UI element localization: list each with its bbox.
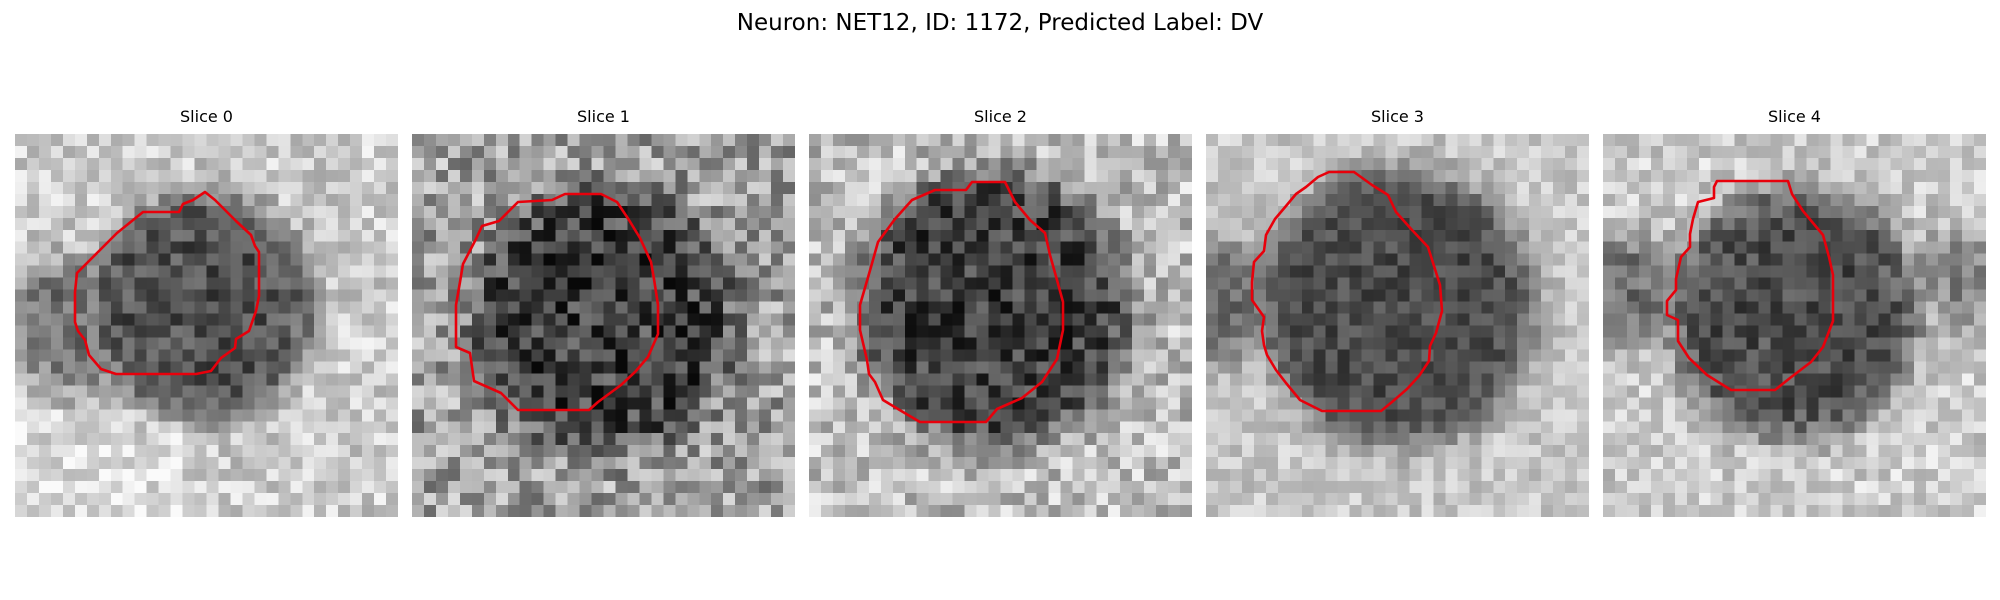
slice-image-3 bbox=[1206, 134, 1589, 517]
slice-panel-4: Slice 4 bbox=[1603, 106, 1986, 517]
slice-image-1 bbox=[412, 134, 795, 517]
contour-outline bbox=[73, 190, 261, 376]
slice-title-3: Slice 3 bbox=[1371, 107, 1424, 126]
slice-panel-2: Slice 2 bbox=[809, 106, 1192, 517]
pixel-grid bbox=[1206, 134, 1589, 517]
slice-title-2: Slice 2 bbox=[974, 107, 1027, 126]
pixel-grid bbox=[412, 134, 795, 517]
slice-0-canvas bbox=[15, 134, 398, 517]
slice-title-0: Slice 0 bbox=[180, 107, 233, 126]
slice-1-canvas bbox=[412, 134, 795, 517]
contour-outline bbox=[858, 180, 1065, 424]
slice-4-canvas bbox=[1603, 134, 1986, 517]
pixel-grid bbox=[809, 134, 1192, 517]
slice-title-1: Slice 1 bbox=[577, 107, 630, 126]
contour-outline bbox=[454, 192, 660, 412]
figure-title: Neuron: NET12, ID: 1172, Predicted Label… bbox=[736, 10, 1264, 36]
slice-2-canvas bbox=[809, 134, 1192, 517]
slice-3-canvas bbox=[1206, 134, 1589, 517]
contour-outline bbox=[1250, 170, 1444, 413]
slice-panel-3: Slice 3 bbox=[1206, 106, 1589, 517]
slice-image-0 bbox=[15, 134, 398, 517]
slice-image-2 bbox=[809, 134, 1192, 517]
pixel-grid bbox=[15, 134, 398, 517]
slice-image-4 bbox=[1603, 134, 1986, 517]
slice-panel-0: Slice 0 bbox=[15, 106, 398, 517]
pixel-grid bbox=[1603, 134, 1986, 517]
slice-title-4: Slice 4 bbox=[1768, 107, 1821, 126]
contour-outline bbox=[1665, 179, 1835, 392]
slice-panel-1: Slice 1 bbox=[412, 106, 795, 517]
